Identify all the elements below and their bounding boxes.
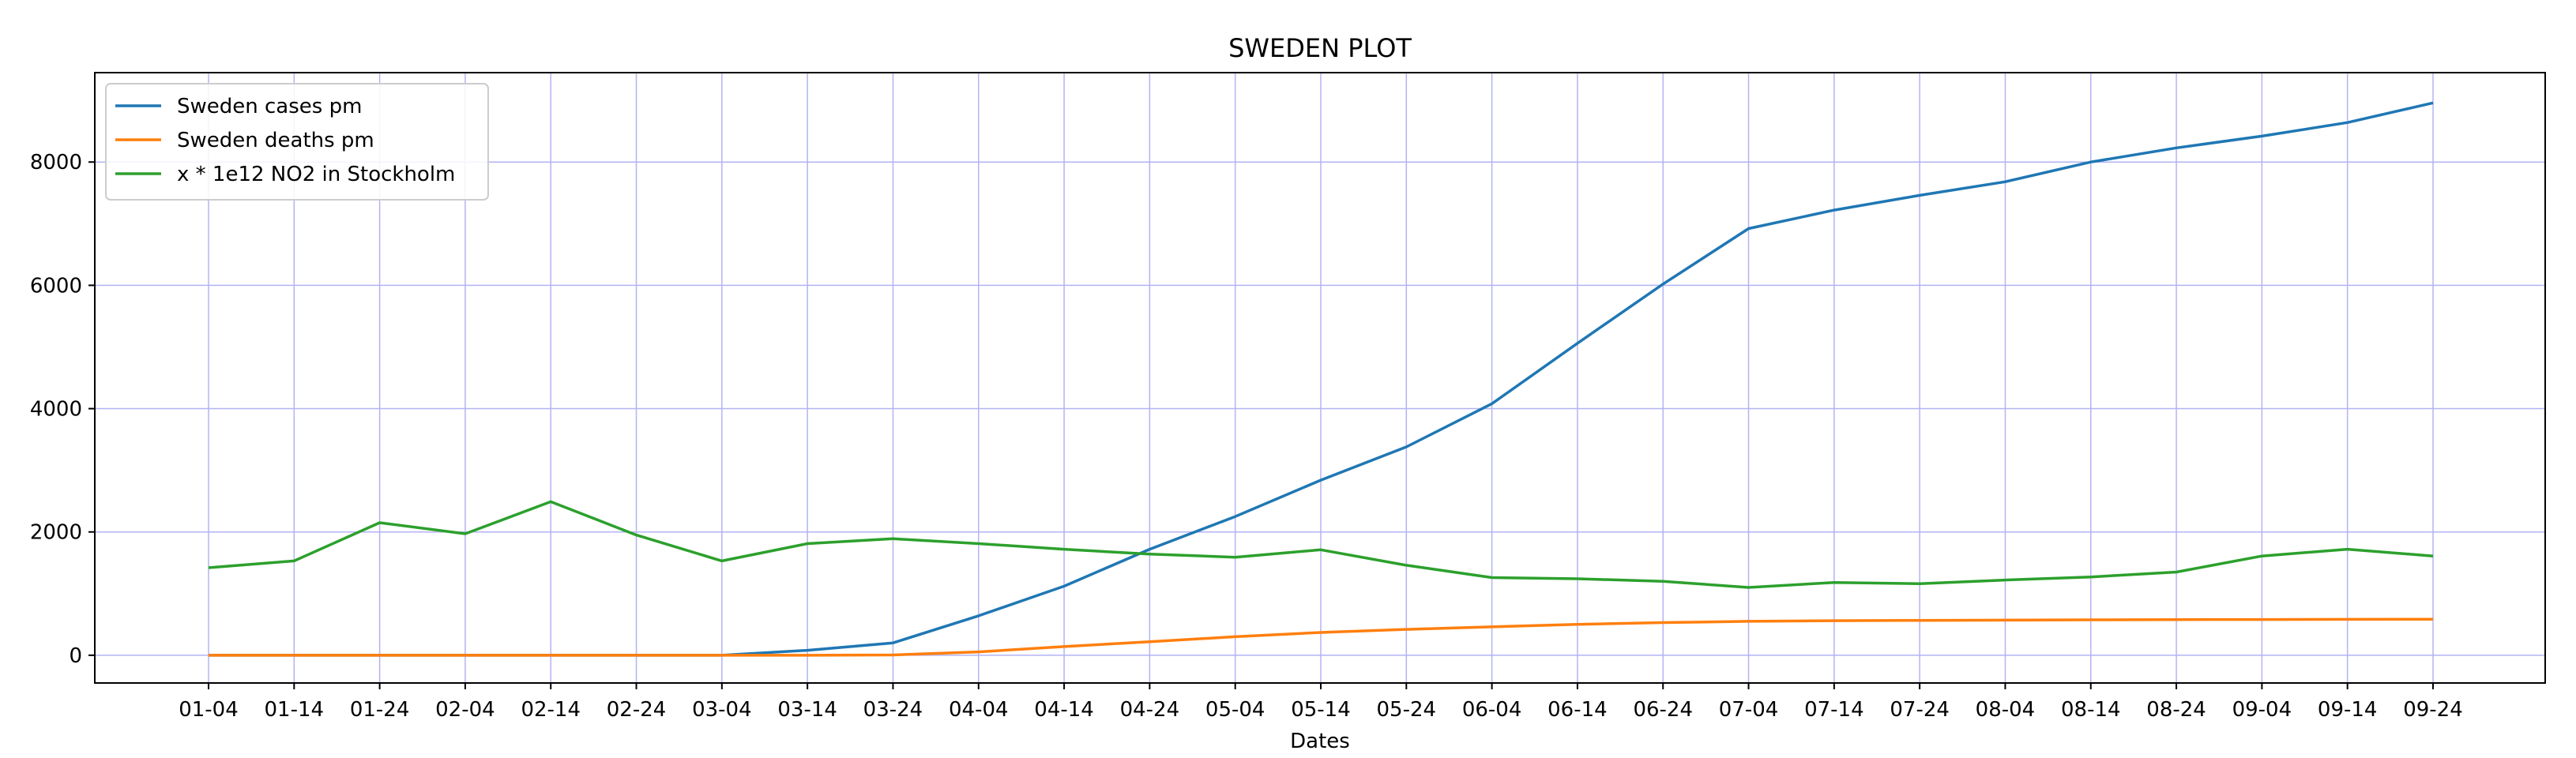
x-tick-label: 06-24 [1633,698,1693,722]
x-tick-label: 02-24 [607,698,667,722]
x-tick-label: 07-24 [1890,698,1950,722]
x-tick-label: 02-14 [521,698,581,722]
x-tick-label: 04-24 [1120,698,1180,722]
x-tick-label: 03-04 [692,698,752,722]
tick-layer: 01-04 01-14 01-24 02-04 02-14 02-24 03-04 03-14… [30,151,2463,722]
x-tick-label: 09-04 [2232,698,2292,722]
x-tick-label: 07-14 [1804,698,1864,722]
series-layer [208,101,2434,657]
legend-label: Sweden cases pm [177,95,362,118]
x-tick-label: 03-14 [777,698,837,722]
x-tick-label: 08-24 [2146,698,2206,722]
x-axis-title: Dates [1290,730,1350,753]
legend-label: x * 1e12 NO2 in Stockholm [177,163,455,186]
x-tick-label: 04-14 [1034,698,1094,722]
x-tick-label: 06-14 [1547,698,1608,722]
x-tick-label: 08-14 [2061,698,2121,722]
x-tick-label: 01-24 [350,698,410,722]
legend-box [105,83,489,201]
x-tick-label: 05-14 [1291,698,1351,722]
x-tick-label: 05-04 [1205,698,1265,722]
x-tick-label: 01-04 [179,698,239,722]
x-tick-label: 04-04 [949,698,1009,722]
x-tick-label: 09-24 [2403,698,2463,722]
y-tick-label: 2000 [30,521,82,545]
y-tick-label: 8000 [30,151,82,174]
x-tick-label: 05-24 [1377,698,1437,722]
x-tick-label: 01-14 [265,698,325,722]
x-tick-label: 09-14 [2318,698,2378,722]
y-tick-label: 4000 [30,398,82,422]
x-tick-label: 06-04 [1462,698,1522,722]
chart-title: SWEDEN PLOT [1228,33,1412,63]
x-tick-label: 02-04 [435,698,495,722]
grid-layer [95,73,2545,683]
x-tick-label: 03-24 [863,698,923,722]
x-tick-label: 08-04 [1976,698,2036,722]
series-line-2 [209,617,2434,657]
y-tick-label: 6000 [30,274,82,298]
legend-label: Sweden deaths pm [177,129,374,152]
legend: Sweden cases pm Sweden deaths pm x * 1e12 … [105,83,489,201]
y-tick-label: 0 [69,644,82,668]
series-line-3 [208,500,2434,589]
x-tick-label: 07-04 [1719,698,1779,722]
